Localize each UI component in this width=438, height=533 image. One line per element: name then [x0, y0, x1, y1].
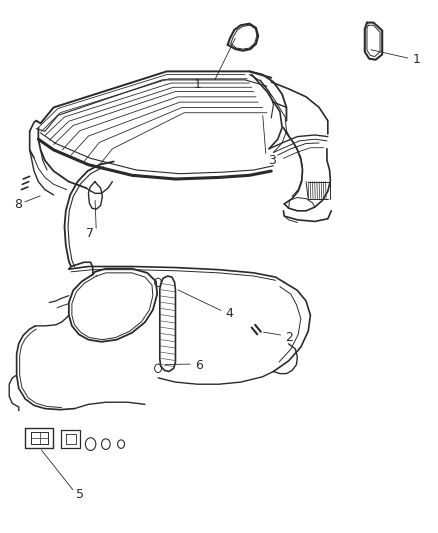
Text: 8: 8 — [14, 198, 22, 211]
Text: 1: 1 — [194, 78, 201, 91]
Text: 2: 2 — [285, 330, 293, 344]
Text: 7: 7 — [86, 227, 94, 240]
Text: 6: 6 — [195, 359, 203, 372]
Text: 5: 5 — [76, 488, 84, 501]
Text: 1: 1 — [413, 53, 420, 66]
Text: 3: 3 — [268, 154, 276, 167]
Text: 4: 4 — [226, 306, 233, 320]
